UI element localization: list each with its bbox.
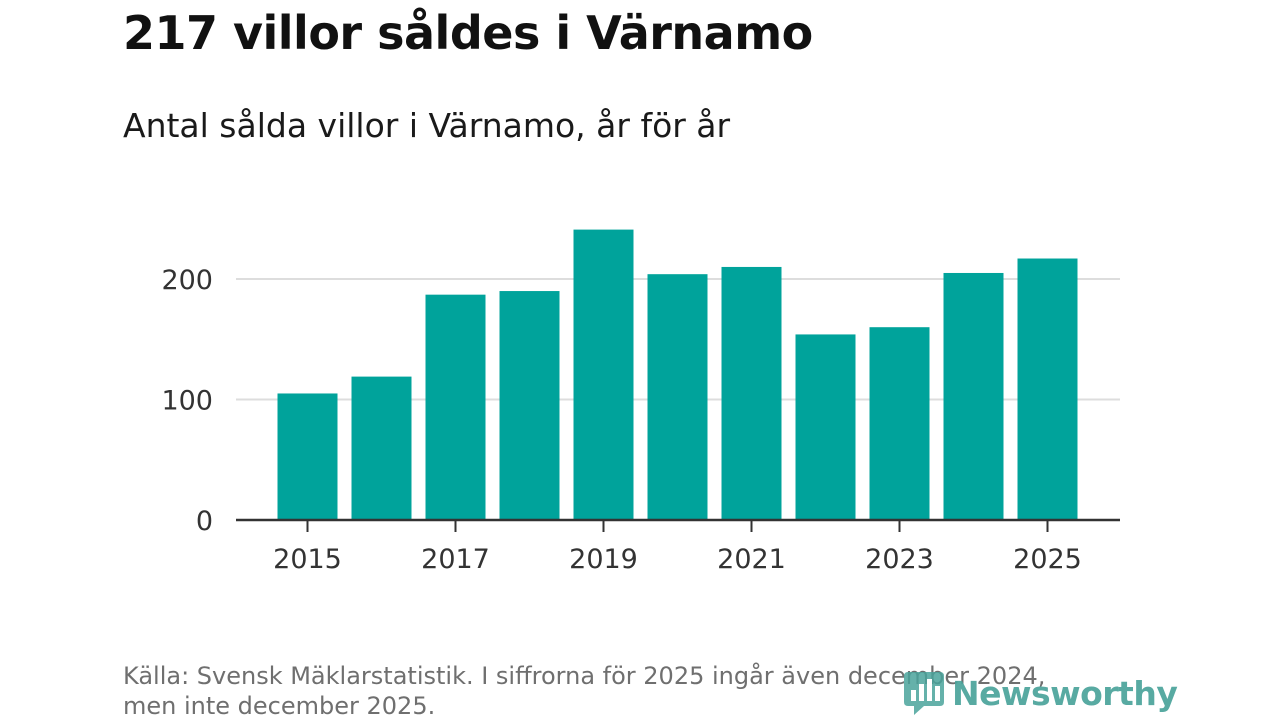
bar-2025 [1017,258,1078,520]
bar-2024 [943,272,1004,520]
x-tick-label-2021: 2021 [717,544,786,575]
bar-2020 [647,274,708,520]
chart-title: 217 villor såldes i Värnamo [123,6,813,60]
y-tick-label-100: 100 [161,386,213,417]
bar-2023 [869,327,930,520]
newsworthy-logo-icon [904,672,944,715]
x-tick-label-2025: 2025 [1013,544,1082,575]
bar-2018 [499,291,560,520]
y-tick-label-200: 200 [161,265,213,296]
bar-2016 [351,376,412,520]
chart-subtitle: Antal sålda villor i Värnamo, år för år [123,106,731,145]
newsworthy-logo-text: Newsworthy [952,673,1178,713]
bar-2015 [277,393,338,520]
x-tick-label-2019: 2019 [569,544,638,575]
bar-2021 [721,266,782,520]
bars [277,229,1078,520]
bar-2017 [425,294,486,520]
source-line-2: men inte december 2025. [123,692,436,720]
bar-2019 [573,229,634,520]
newsworthy-logo: Newsworthy [902,668,1178,718]
source-line-1: Källa: Svensk Mäklarstatistik. I siffror… [123,662,1046,690]
bar-2022 [795,334,856,520]
source-note: Källa: Svensk Mäklarstatistik. I siffror… [123,661,1045,721]
y-tick-label-0: 0 [196,506,213,537]
x-tick-label-2017: 2017 [421,544,490,575]
x-tick-label-2015: 2015 [273,544,342,575]
axes: 0 100 200 2015 2017 2019 2021 2023 2025 [161,265,1120,575]
x-tick-label-2023: 2023 [865,544,934,575]
